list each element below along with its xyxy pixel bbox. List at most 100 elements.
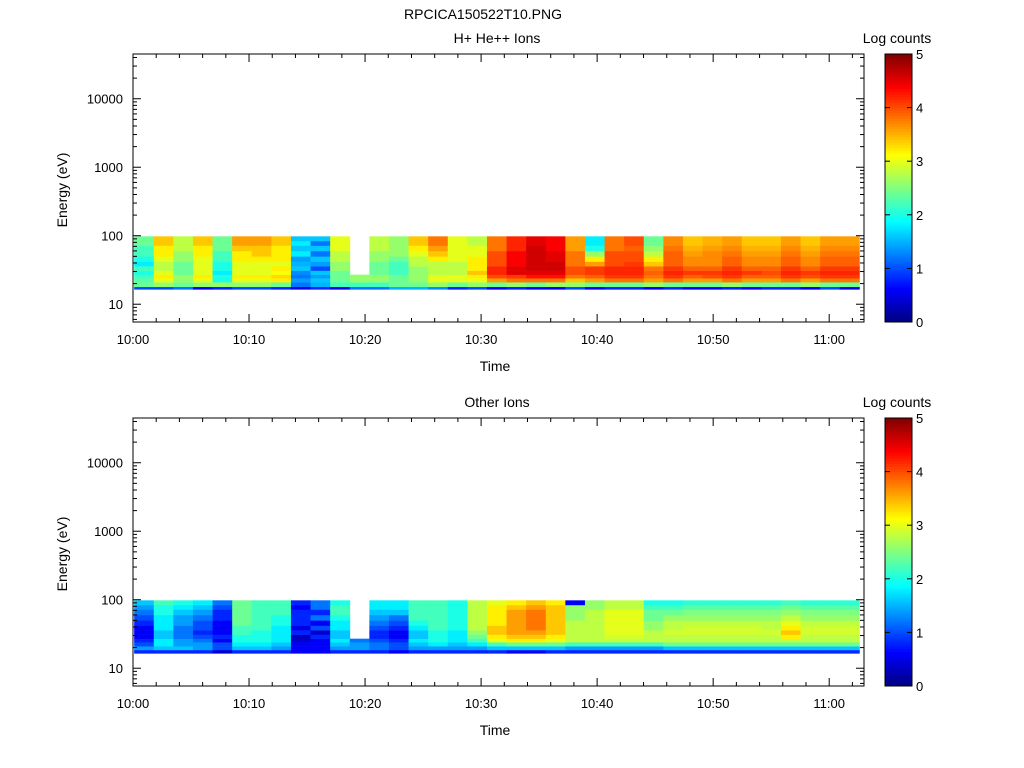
spectrogram-cell <box>369 609 390 616</box>
spectrogram-cell <box>624 609 645 616</box>
spectrogram-cell <box>251 274 272 279</box>
spectrogram-cell <box>310 256 331 262</box>
colorbar-segment <box>885 121 912 125</box>
spectrogram-cell <box>192 646 213 651</box>
h-ions-panel: H+ He++ Ions 10:00 10:10 10:20 10:30 10:40 10… <box>54 30 931 374</box>
spectrogram-cell <box>682 646 703 651</box>
spectrogram-cell <box>330 266 351 271</box>
spectrogram-cell <box>153 646 174 651</box>
spectrogram-cell <box>780 245 801 252</box>
spectrogram-cell <box>722 245 743 252</box>
spectrogram-cell <box>761 646 782 651</box>
spectrogram-cell <box>467 282 488 288</box>
colorbar-segment <box>885 179 912 184</box>
spectrogram-cell <box>290 630 311 635</box>
spectrogram-cell <box>741 600 762 606</box>
spectrogram-cell <box>153 274 174 279</box>
y-tick-label: 10000 <box>87 456 123 471</box>
spectrogram-cell <box>173 638 194 643</box>
spectrogram-cells <box>134 600 860 654</box>
x-axis-label: Time <box>480 358 511 374</box>
spectrogram-cell <box>761 630 782 635</box>
spectrogram-cell <box>290 278 311 283</box>
spectrogram-cell <box>388 261 409 267</box>
spectrogram-cell <box>702 261 723 267</box>
spectrogram-cell <box>584 634 605 639</box>
spectrogram-cell <box>467 240 488 246</box>
spectrogram-cell <box>428 250 449 257</box>
colorbar-tick-label: 2 <box>916 572 923 587</box>
colorbar-segment <box>885 594 912 599</box>
colorbar-segment <box>885 273 912 277</box>
spectrogram-cells <box>134 236 860 290</box>
spectrogram-cell <box>800 642 821 647</box>
colorbar-segment <box>885 115 912 119</box>
colorbar-segment <box>885 466 912 470</box>
colorbar-segment <box>885 653 912 658</box>
spectrogram-cell <box>251 278 272 283</box>
spectrogram-cell <box>134 270 155 275</box>
colorbar-segment <box>885 153 912 157</box>
spectrogram-cell <box>290 634 311 639</box>
spectrogram-cell <box>330 646 351 651</box>
spectrogram-cell <box>310 270 331 275</box>
colorbar-segment <box>885 562 912 566</box>
colorbar-segment <box>885 188 912 192</box>
spectrogram-cell <box>232 250 253 257</box>
spectrogram-cell <box>173 274 194 279</box>
spectrogram-cell <box>271 630 292 635</box>
spectrogram-cell <box>584 604 605 610</box>
spectrogram-cell <box>506 609 527 616</box>
spectrogram-cell <box>702 609 723 616</box>
colorbar-segment <box>885 460 912 465</box>
spectrogram-cell <box>369 274 390 279</box>
spectrogram-cell <box>388 646 409 651</box>
spectrogram-cell <box>271 604 292 610</box>
spectrogram-cell <box>682 282 703 288</box>
colorbar-segment <box>885 201 912 205</box>
spectrogram-cell <box>624 266 645 271</box>
spectrogram-cell <box>682 649 703 654</box>
spectrogram-cell <box>545 266 566 271</box>
spectrogram-cell <box>741 278 762 283</box>
spectrogram-cell <box>447 266 468 271</box>
spectrogram-cell <box>839 278 860 283</box>
spectrogram-cell <box>741 256 762 262</box>
spectrogram-cell <box>271 278 292 283</box>
spectrogram-cell <box>663 649 684 654</box>
spectrogram-cell <box>310 620 331 626</box>
spectrogram-cell <box>310 261 331 267</box>
spectrogram-cell <box>251 642 272 647</box>
colorbar-segment <box>885 123 912 127</box>
spectrogram-cell <box>526 646 547 651</box>
colorbar-segment <box>885 522 912 526</box>
spectrogram-cell <box>643 630 664 635</box>
spectrogram-cell <box>486 250 507 257</box>
spectrogram-cell <box>369 245 390 252</box>
spectrogram-cell <box>388 600 409 606</box>
spectrogram-cell <box>545 646 566 651</box>
colorbar-segment <box>885 568 912 572</box>
spectrogram-cell <box>192 245 213 252</box>
spectrogram-cell <box>702 638 723 643</box>
spectrogram-cell <box>428 274 449 279</box>
spectrogram-cell <box>153 240 174 246</box>
spectrogram-cell <box>722 609 743 616</box>
spectrogram-cell <box>251 625 272 631</box>
colorbar-segment <box>885 533 912 537</box>
spectrogram-cell <box>447 638 468 643</box>
spectrogram-cell <box>722 240 743 246</box>
spectrogram-cell <box>741 266 762 271</box>
spectrogram-cell <box>330 634 351 639</box>
spectrogram-cell <box>173 240 194 246</box>
spectrogram-cell <box>604 270 625 275</box>
spectrogram-cell <box>584 620 605 626</box>
spectrogram-cell <box>212 625 233 631</box>
spectrogram-cell <box>800 261 821 267</box>
spectrogram-cell <box>780 286 801 290</box>
x-tick-label: 10:50 <box>697 696 730 711</box>
spectrogram-cell <box>741 261 762 267</box>
spectrogram-cell <box>565 270 586 275</box>
colorbar-segment <box>885 527 912 532</box>
spectrogram-cell <box>134 625 155 631</box>
